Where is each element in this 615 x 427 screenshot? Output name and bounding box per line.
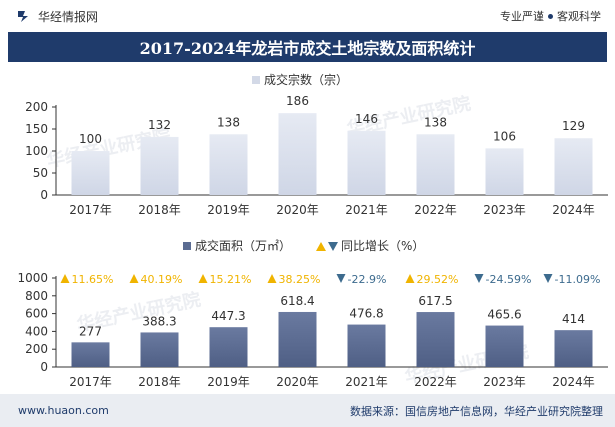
y-tick-label: 50	[33, 166, 48, 180]
data-label-area: 277	[79, 324, 102, 338]
growth-up-triangle-icon	[198, 274, 208, 283]
y-tick-label: 400	[25, 324, 48, 338]
growth-up-triangle-icon	[405, 274, 415, 283]
x-tick-label: 2023年	[483, 203, 526, 217]
y-tick-label: 150	[25, 122, 48, 136]
y-tick-label: 200	[25, 100, 48, 114]
x-tick-label: 2020年	[276, 203, 319, 217]
legend-swatch-area	[183, 242, 191, 250]
data-label-count: 138	[217, 115, 240, 129]
y-tick-label: 1000	[17, 271, 48, 285]
y-tick-label: 600	[25, 307, 48, 321]
x-tick-label: 2022年	[414, 203, 457, 217]
tagline: 专业严谨 客观科学	[500, 8, 601, 24]
x-tick-label: 2022年	[414, 375, 457, 389]
x-tick-label: 2024年	[552, 375, 595, 389]
brand-name: 华经情报网	[38, 9, 99, 24]
legend-up-triangle-icon	[316, 242, 326, 251]
bar-area	[278, 311, 317, 367]
bar-count	[140, 136, 179, 195]
growth-label: 40.19%	[141, 273, 183, 286]
x-tick-label: 2018年	[138, 375, 181, 389]
growth-up-triangle-icon	[267, 274, 277, 283]
y-tick-label: 200	[25, 342, 48, 356]
growth-down-triangle-icon	[474, 274, 484, 283]
growth-label: -24.59%	[486, 273, 532, 286]
x-tick-label: 2017年	[69, 203, 112, 217]
y-tick-label: 800	[25, 289, 48, 303]
x-tick-label: 2024年	[552, 203, 595, 217]
growth-label: -11.09%	[555, 273, 601, 286]
bar-count	[416, 134, 455, 195]
x-tick-label: 2018年	[138, 203, 181, 217]
bar-area	[209, 327, 248, 367]
legend-label-area: 成交面积（万㎡）	[195, 238, 291, 253]
growth-up-triangle-icon	[60, 274, 70, 283]
y-tick-label: 0	[40, 360, 48, 374]
data-label-count: 186	[286, 94, 309, 108]
bar-count	[554, 138, 593, 195]
data-label-count: 132	[148, 118, 171, 132]
bar-area	[485, 325, 524, 367]
growth-up-triangle-icon	[129, 274, 139, 283]
bar-area	[416, 312, 455, 367]
data-label-area: 414	[562, 312, 585, 326]
data-label-area: 617.5	[418, 294, 452, 308]
x-tick-label: 2021年	[345, 203, 388, 217]
bar-area	[140, 332, 179, 367]
footer-url[interactable]: www.huaon.com	[18, 404, 109, 417]
data-label-count: 129	[562, 119, 585, 133]
y-tick-label: 0	[40, 188, 48, 202]
growth-down-triangle-icon	[336, 274, 346, 283]
bar-area	[71, 342, 110, 367]
x-tick-label: 2019年	[207, 375, 250, 389]
data-label-count: 106	[493, 129, 516, 143]
bar-area	[347, 324, 386, 367]
x-tick-label: 2023年	[483, 375, 526, 389]
bar-count	[485, 148, 524, 195]
growth-label: -22.9%	[348, 273, 387, 286]
footer-source: 数据来源：国信房地产信息网，华经产业研究院整理	[350, 404, 603, 418]
logo-icon	[18, 11, 28, 22]
legend-down-triangle-icon	[328, 242, 338, 251]
top-bar: 华经情报网 专业严谨 客观科学	[0, 0, 615, 32]
growth-label: 11.65%	[72, 273, 114, 286]
x-tick-label: 2019年	[207, 203, 250, 217]
legend-swatch-count	[252, 76, 260, 84]
bar-area	[554, 330, 593, 367]
y-tick-label: 100	[25, 144, 48, 158]
x-tick-label: 2020年	[276, 375, 319, 389]
brand: 华经情报网	[16, 8, 98, 25]
x-tick-label: 2017年	[69, 375, 112, 389]
growth-label: 29.52%	[417, 273, 459, 286]
footer: www.huaon.com 数据来源：国信房地产信息网，华经产业研究院整理	[0, 394, 615, 427]
growth-label: 15.21%	[210, 273, 252, 286]
tagline-right: 客观科学	[557, 10, 601, 23]
data-label-area: 447.3	[211, 309, 245, 323]
data-label-area: 618.4	[280, 294, 314, 308]
data-label-count: 138	[424, 115, 447, 129]
data-label-count: 146	[355, 112, 378, 126]
x-tick-label: 2021年	[345, 375, 388, 389]
chart-title: 2017-2024年龙岩市成交土地宗数及面积统计	[8, 32, 607, 62]
dot-icon	[548, 13, 553, 19]
data-label-area: 388.3	[142, 314, 176, 328]
tagline-left: 专业严谨	[500, 10, 544, 23]
data-label-count: 100	[79, 132, 102, 146]
bar-count	[71, 151, 110, 195]
bar-count	[278, 113, 317, 195]
legend-label-growth: 同比增长（%）	[341, 239, 424, 253]
data-label-area: 476.8	[349, 307, 383, 321]
bar-count	[209, 134, 248, 195]
growth-label: 38.25%	[279, 273, 321, 286]
data-label-area: 465.6	[487, 308, 521, 322]
legend-label-count: 成交宗数（宗）	[264, 72, 348, 87]
bar-count	[347, 130, 386, 195]
growth-down-triangle-icon	[543, 274, 553, 283]
